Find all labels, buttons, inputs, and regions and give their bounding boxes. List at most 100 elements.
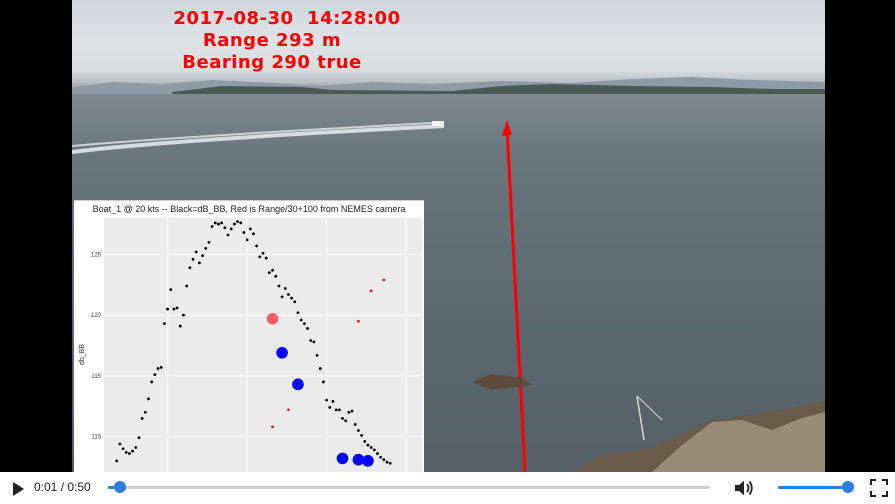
y-tick-label: 125 (91, 252, 102, 258)
video-player[interactable]: 2017-08-30 14:28:00 Range 293 m Bearing … (0, 0, 895, 473)
seek-bar[interactable] (108, 481, 710, 493)
data-point (376, 452, 379, 455)
data-point (140, 416, 144, 420)
data-point (328, 406, 332, 409)
data-point (201, 254, 204, 258)
volume-icon[interactable] (733, 478, 755, 498)
data-point (366, 443, 370, 447)
data-point (292, 378, 304, 391)
overlay-timestamp: 2017-08-30 14:28:00 (173, 8, 401, 29)
data-point (169, 288, 173, 292)
boat-wake (72, 121, 444, 154)
data-point (143, 410, 147, 414)
fullscreen-icon[interactable] (870, 479, 888, 497)
boat-pointer-arrow (502, 120, 527, 472)
data-point (336, 452, 349, 465)
data-point (385, 460, 389, 464)
data-point (379, 455, 383, 459)
data-point (175, 306, 179, 310)
data-point (382, 278, 386, 282)
data-point (217, 222, 220, 226)
data-point (159, 365, 163, 369)
data-point (362, 455, 374, 467)
chart-panel-background (104, 218, 422, 473)
data-point (239, 221, 243, 225)
data-point (242, 231, 246, 234)
data-point (194, 250, 198, 254)
data-point (172, 307, 176, 311)
data-point (166, 307, 169, 311)
seek-bar-progress (108, 486, 121, 489)
data-point (207, 240, 211, 244)
data-point (232, 222, 236, 226)
y-tick-label: 115 (91, 374, 101, 380)
data-point (302, 322, 306, 326)
data-point (115, 459, 119, 463)
distant-hills (72, 77, 825, 94)
data-point (337, 408, 341, 412)
data-point (369, 289, 373, 293)
data-point (331, 399, 335, 403)
data-point (118, 442, 122, 446)
y-tick-label: 110 (91, 435, 101, 441)
overlay-range: Range 293 m (202, 30, 342, 51)
data-point (382, 458, 386, 462)
data-point (290, 296, 294, 300)
data-point (325, 398, 328, 402)
data-point (264, 256, 268, 260)
data-point (388, 461, 392, 465)
data-point (347, 410, 351, 414)
data-point (293, 300, 297, 304)
data-point (280, 295, 284, 299)
data-point (277, 284, 281, 288)
data-point (258, 255, 262, 259)
data-point (188, 266, 192, 270)
data-point (255, 244, 259, 248)
data-point (315, 353, 319, 357)
seek-bar-thumb[interactable] (114, 481, 127, 493)
data-point (226, 233, 230, 237)
data-point (137, 436, 141, 440)
y-tick-label: 120 (91, 313, 102, 319)
data-point (182, 313, 185, 317)
data-point (198, 261, 201, 265)
data-point (350, 409, 354, 413)
data-point (322, 380, 325, 384)
data-point (261, 251, 265, 255)
data-point (318, 367, 322, 370)
chart-plot-area: 110 115 120 125 (91, 218, 422, 473)
data-point (124, 450, 128, 454)
data-point (131, 449, 135, 453)
data-point (147, 397, 150, 401)
data-point (372, 448, 376, 452)
y-axis-ticks: 110 115 120 125 (91, 252, 102, 440)
data-point (353, 423, 357, 426)
overlay-bearing: Bearing 290 true (182, 52, 362, 73)
data-point (274, 274, 278, 278)
play-icon[interactable] (10, 481, 26, 497)
data-point (267, 271, 271, 275)
data-point (299, 318, 303, 322)
time-display: 0:01 / 0:50 (34, 480, 91, 494)
data-point (287, 408, 290, 412)
data-point (210, 225, 214, 228)
data-point (287, 293, 290, 296)
data-point (363, 440, 367, 443)
volume-slider-thumb[interactable] (842, 481, 854, 493)
data-point (334, 408, 338, 412)
data-point (134, 446, 138, 449)
data-point (156, 367, 160, 370)
chart-title: Boat_1 @ 20 kts -- Black=dB_BB, Red is R… (92, 204, 406, 214)
data-point (178, 324, 182, 328)
data-point (296, 311, 300, 315)
data-point (276, 346, 288, 359)
data-point (213, 221, 217, 225)
data-point (223, 226, 227, 230)
data-point (191, 257, 195, 261)
shoreline-rocks (472, 374, 825, 472)
data-point (341, 416, 344, 420)
data-point (220, 221, 224, 225)
volume-slider[interactable] (778, 481, 854, 493)
data-point (128, 452, 131, 455)
data-point (204, 246, 208, 250)
